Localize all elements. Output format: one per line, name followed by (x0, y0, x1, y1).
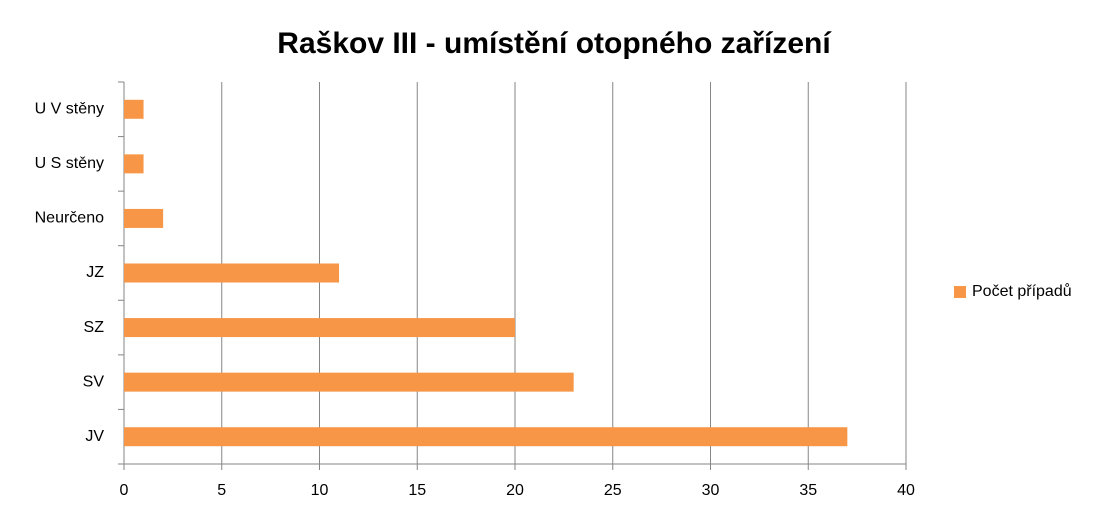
bar (124, 208, 164, 228)
x-tick-label: 0 (120, 482, 129, 499)
y-tick-label: SZ (84, 319, 105, 336)
legend-swatch (954, 286, 966, 298)
bar (124, 263, 340, 283)
bar (124, 154, 144, 174)
legend-label: Počet případů (972, 282, 1072, 300)
x-tick-label: 40 (897, 482, 915, 499)
y-tick-label: Neurčeno (35, 210, 104, 227)
y-tick-label: U S stěny (35, 155, 104, 172)
x-tick-label: 25 (604, 482, 622, 499)
y-tick-label: SV (83, 373, 105, 390)
x-tick-label: 20 (506, 482, 524, 499)
y-tick-label: JZ (86, 264, 104, 281)
x-tick-label: 30 (702, 482, 720, 499)
x-tick-label: 5 (217, 482, 226, 499)
bar (124, 99, 144, 119)
x-tick-label: 10 (311, 482, 329, 499)
y-tick-label: JV (85, 428, 104, 445)
bar (124, 427, 848, 447)
chart-title: Raškov III - umístění otopného zařízení (277, 27, 832, 60)
bar (124, 318, 515, 338)
y-tick-label: U V stěny (35, 101, 104, 118)
x-tick-label: 15 (408, 482, 426, 499)
x-tick-label: 35 (799, 482, 817, 499)
bar (124, 372, 574, 392)
